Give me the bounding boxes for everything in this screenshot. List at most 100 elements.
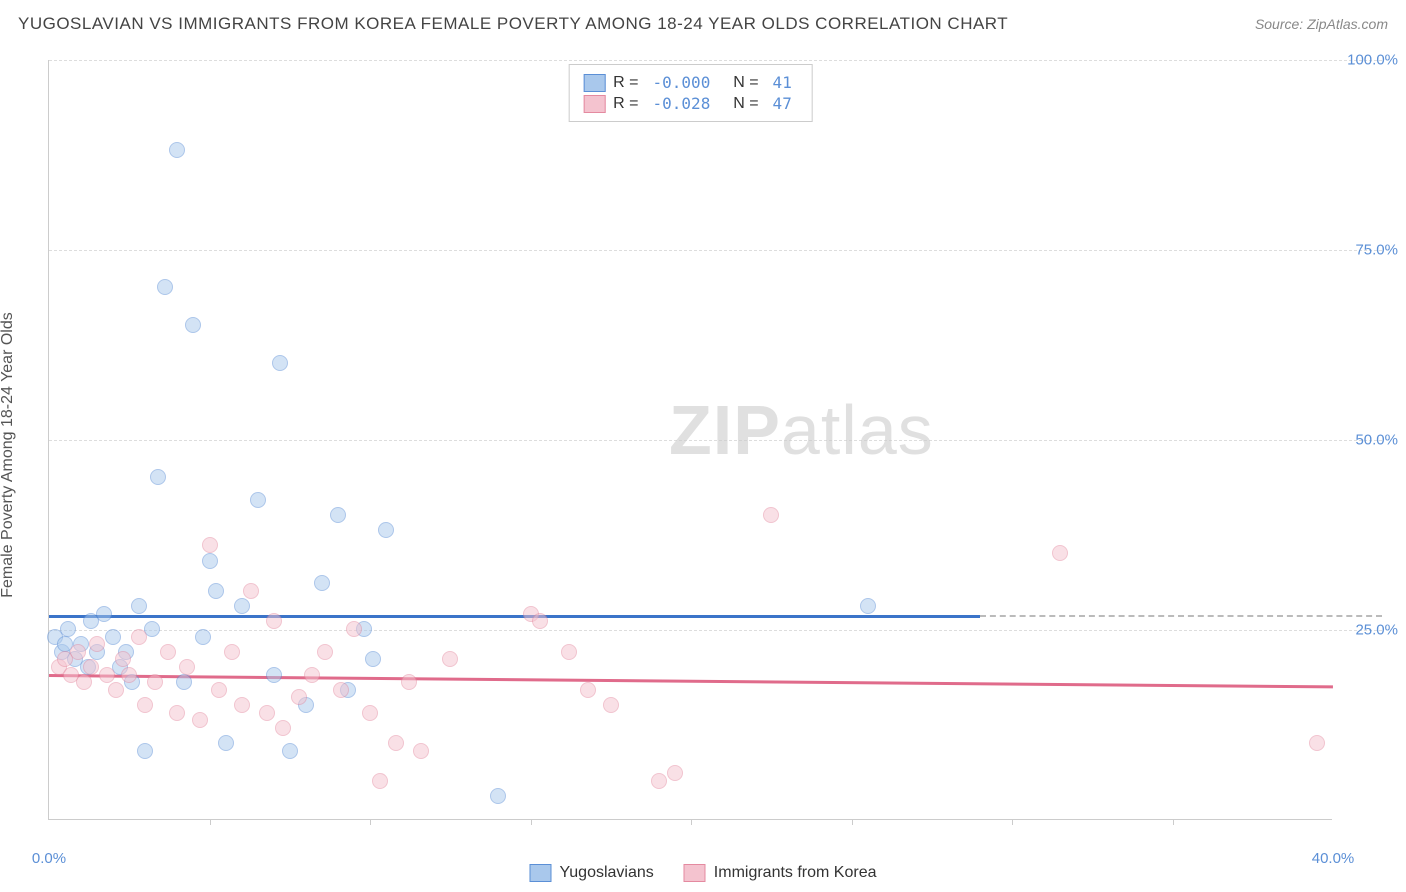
bottom-legend: Yugoslavians Immigrants from Korea <box>529 864 876 882</box>
data-point <box>651 773 667 789</box>
y-axis-label: Female Poverty Among 18-24 Year Olds <box>0 312 17 598</box>
r-value: -0.000 <box>653 73 711 92</box>
data-point <box>372 773 388 789</box>
ytick-label: 25.0% <box>1338 622 1398 639</box>
n-value: 41 <box>773 73 792 92</box>
data-point <box>442 651 458 667</box>
trend-line <box>49 674 1333 688</box>
n-label: N = <box>724 74 758 92</box>
xtick-label-right: 40.0% <box>1312 850 1355 867</box>
data-point <box>333 682 349 698</box>
xtick-mark <box>852 819 853 825</box>
data-point <box>108 682 124 698</box>
data-point <box>304 667 320 683</box>
data-point <box>346 621 362 637</box>
data-point <box>169 142 185 158</box>
ytick-label: 75.0% <box>1338 242 1398 259</box>
ytick-label: 50.0% <box>1338 432 1398 449</box>
data-point <box>224 644 240 660</box>
data-point <box>115 651 131 667</box>
data-point <box>83 659 99 675</box>
data-point <box>413 743 429 759</box>
data-point <box>192 712 208 728</box>
data-point <box>105 629 121 645</box>
data-point <box>160 644 176 660</box>
data-point <box>272 355 288 371</box>
correlation-row: R = -0.000 N = 41 <box>583 73 798 92</box>
data-point <box>234 598 250 614</box>
xtick-mark <box>691 819 692 825</box>
data-point <box>176 674 192 690</box>
data-point <box>70 644 86 660</box>
data-point <box>266 613 282 629</box>
data-point <box>208 583 224 599</box>
legend-item: Yugoslavians <box>529 864 653 882</box>
data-point <box>179 659 195 675</box>
data-point <box>330 507 346 523</box>
correlation-legend: R = -0.000 N = 41 R = -0.028 N = 47 <box>568 64 813 122</box>
chart-title: YUGOSLAVIAN VS IMMIGRANTS FROM KOREA FEM… <box>18 14 1008 34</box>
data-point <box>250 492 266 508</box>
data-point <box>388 735 404 751</box>
correlation-row: R = -0.028 N = 47 <box>583 94 798 113</box>
data-point <box>169 705 185 721</box>
data-point <box>211 682 227 698</box>
data-point <box>282 743 298 759</box>
trend-line <box>49 615 980 618</box>
data-point <box>275 720 291 736</box>
data-point <box>860 598 876 614</box>
data-point <box>259 705 275 721</box>
r-label: R = <box>613 74 638 92</box>
data-point <box>137 743 153 759</box>
data-point <box>157 279 173 295</box>
data-point <box>365 651 381 667</box>
legend-swatch <box>583 74 605 92</box>
data-point <box>561 644 577 660</box>
data-point <box>532 613 548 629</box>
r-label: R = <box>613 95 638 113</box>
xtick-mark <box>1173 819 1174 825</box>
data-point <box>202 537 218 553</box>
data-point <box>603 697 619 713</box>
data-point <box>378 522 394 538</box>
data-point <box>131 629 147 645</box>
legend-item: Immigrants from Korea <box>684 864 877 882</box>
data-point <box>1309 735 1325 751</box>
data-point <box>76 674 92 690</box>
ytick-label: 100.0% <box>1338 52 1398 69</box>
source-label: Source: ZipAtlas.com <box>1255 16 1388 32</box>
gridline-h <box>49 60 1382 61</box>
data-point <box>314 575 330 591</box>
data-point <box>121 667 137 683</box>
gridline-h <box>49 250 1382 251</box>
legend-label: Immigrants from Korea <box>714 864 877 882</box>
xtick-label-left: 0.0% <box>32 850 66 867</box>
n-value: 47 <box>773 94 792 113</box>
data-point <box>99 667 115 683</box>
legend-swatch <box>583 95 605 113</box>
data-point <box>131 598 147 614</box>
trend-dash <box>980 615 1382 617</box>
data-point <box>490 788 506 804</box>
n-label: N = <box>724 95 758 113</box>
data-point <box>317 644 333 660</box>
xtick-mark <box>370 819 371 825</box>
legend-swatch <box>684 864 706 882</box>
data-point <box>401 674 417 690</box>
data-point <box>147 674 163 690</box>
data-point <box>185 317 201 333</box>
legend-swatch <box>529 864 551 882</box>
gridline-h <box>49 630 1382 631</box>
watermark: ZIPatlas <box>669 390 934 470</box>
data-point <box>243 583 259 599</box>
data-point <box>150 469 166 485</box>
r-value: -0.028 <box>653 94 711 113</box>
xtick-mark <box>210 819 211 825</box>
xtick-mark <box>1012 819 1013 825</box>
data-point <box>218 735 234 751</box>
data-point <box>1052 545 1068 561</box>
data-point <box>89 636 105 652</box>
data-point <box>195 629 211 645</box>
data-point <box>362 705 378 721</box>
gridline-h <box>49 440 1382 441</box>
